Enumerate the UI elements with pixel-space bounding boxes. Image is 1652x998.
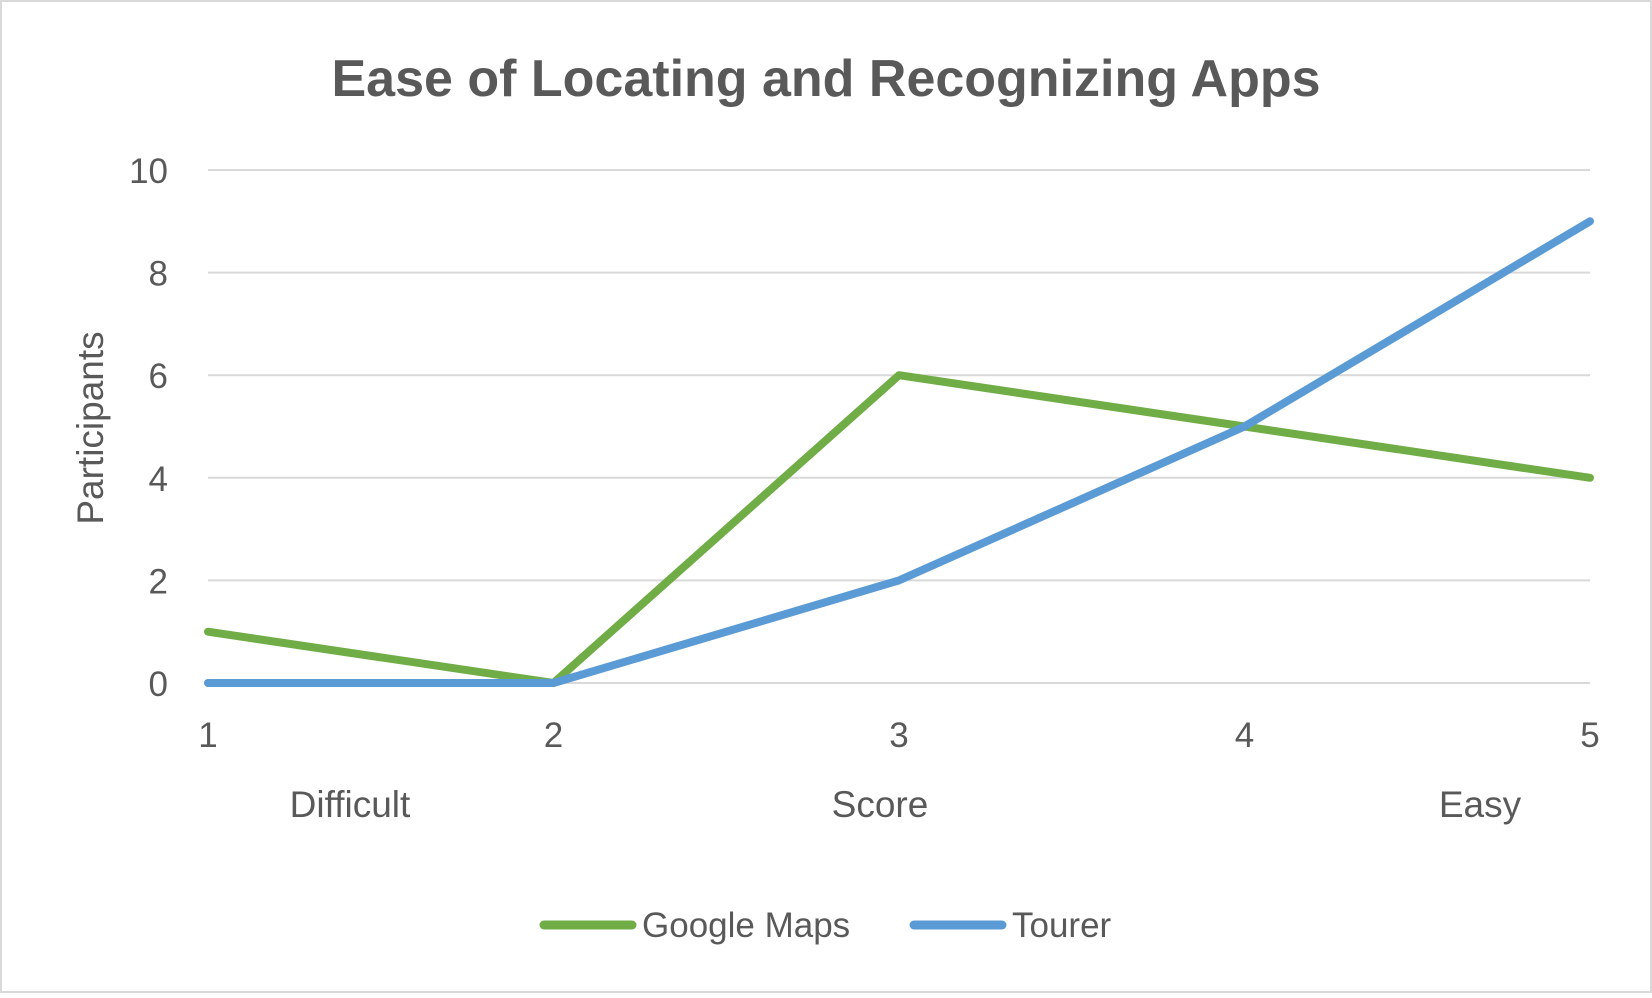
- y-tick-label-2: 2: [149, 562, 168, 601]
- y-tick-label-6: 6: [149, 357, 168, 396]
- legend-item-tourer: Tourer: [909, 906, 1112, 945]
- legend: Google Maps Tourer: [539, 906, 1112, 945]
- legend-label-google-maps: Google Maps: [642, 906, 850, 945]
- chart-title: Ease of Locating and Recognizing Apps: [331, 50, 1320, 108]
- x-axis-label-difficult: Difficult: [290, 784, 411, 825]
- x-tick-label-4: 4: [1235, 716, 1254, 755]
- y-tick-label-0: 0: [149, 665, 168, 704]
- x-tick-label-3: 3: [889, 716, 908, 755]
- y-tick-label-4: 4: [149, 460, 168, 499]
- x-axis-label: Score: [832, 784, 929, 825]
- gridlines: [208, 169, 1590, 684]
- y-axis-label: Participants: [70, 331, 111, 524]
- x-axis-label-easy: Easy: [1439, 784, 1522, 825]
- series-lines: [204, 217, 1594, 687]
- x-tick-label-2: 2: [544, 716, 563, 755]
- series-line-google-maps: [204, 371, 1594, 687]
- legend-label-tourer: Tourer: [1012, 906, 1112, 945]
- x-tick-label-1: 1: [198, 716, 217, 755]
- y-tick-label-10: 10: [129, 152, 168, 191]
- y-axis-tick-labels: 0 2 4 6 8 10: [129, 152, 168, 704]
- series-line-tourer: [204, 217, 1594, 687]
- legend-item-google-maps: Google Maps: [539, 906, 850, 945]
- y-tick-label-8: 8: [149, 255, 168, 294]
- x-tick-label-5: 5: [1580, 716, 1599, 755]
- x-axis-tick-labels: 1 2 3 4 5: [198, 716, 1599, 755]
